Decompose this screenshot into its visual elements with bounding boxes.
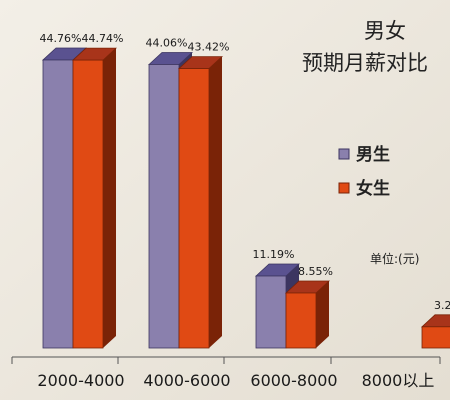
legend-swatch-male xyxy=(338,148,350,160)
x-tick-label-1: 4000-6000 xyxy=(143,371,230,390)
bar-front xyxy=(255,275,287,349)
bar-front xyxy=(178,68,210,349)
data-label-male-0: 44.76% xyxy=(40,32,82,45)
legend-item-male: 男生 xyxy=(338,144,390,165)
bar-side xyxy=(209,56,222,348)
unit-label: 单位:(元) xyxy=(370,251,419,266)
data-label-female-0: 44.74% xyxy=(82,32,124,45)
bar-front xyxy=(42,59,74,349)
data-label-male-1: 44.06% xyxy=(146,36,188,49)
bar-female-2 xyxy=(284,280,331,349)
legend: 男生 女生 xyxy=(338,144,390,199)
x-tick-label-3: 8000以上 xyxy=(362,371,435,390)
x-tick-label-2: 6000-8000 xyxy=(250,371,337,390)
data-labels-layer: 44.76%44.74% 44.06%43.42% 11.19%8.55% 3.29% xyxy=(40,32,450,312)
x-ticks-layer: 2000-4000 4000-6000 6000-8000 8000以上 xyxy=(11,357,441,390)
bar-female-3 xyxy=(420,314,450,349)
chart-title-line-2: 预期月薪对比 xyxy=(302,51,428,75)
data-label-female-3: 3.29% xyxy=(434,299,450,312)
data-label-male-2: 11.19% xyxy=(253,248,295,261)
bar-front xyxy=(72,59,104,349)
bar-side xyxy=(316,280,329,348)
data-label-female-1: 43.42% xyxy=(188,41,230,54)
bar-front xyxy=(285,292,317,349)
legend-item-female: 女生 xyxy=(338,178,390,199)
legend-label-male: 男生 xyxy=(356,144,390,165)
bar-front xyxy=(148,64,180,349)
bar-side xyxy=(103,48,116,349)
legend-swatch-female xyxy=(338,182,350,194)
bar-female-0 xyxy=(71,47,118,349)
x-tick-label-0: 2000-4000 xyxy=(37,371,124,390)
legend-label-female: 女生 xyxy=(356,178,390,199)
bar-female-1 xyxy=(177,56,224,349)
bar-front xyxy=(421,326,450,349)
bars-layer xyxy=(41,47,450,349)
data-label-female-2: 8.55% xyxy=(298,265,333,278)
chart-title-line-1: 男女 xyxy=(364,19,406,43)
